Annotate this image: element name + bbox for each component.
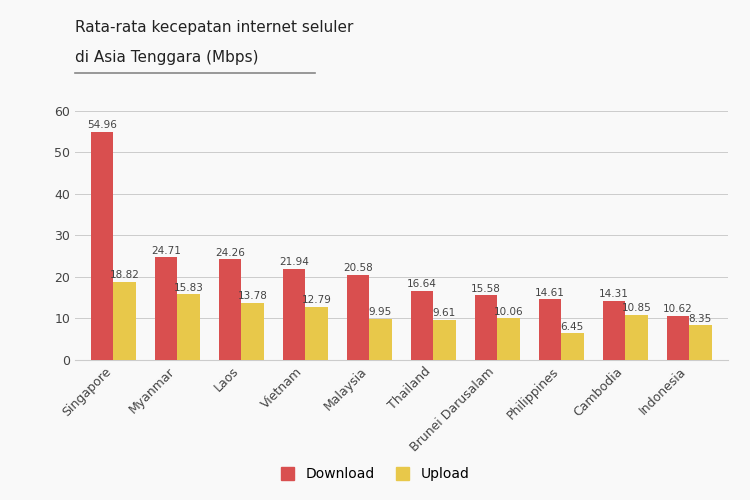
Text: 13.78: 13.78: [238, 291, 268, 301]
Text: 8.35: 8.35: [688, 314, 712, 324]
Text: 10.62: 10.62: [663, 304, 693, 314]
Text: di Asia Tenggara (Mbps): di Asia Tenggara (Mbps): [75, 50, 259, 65]
Bar: [538, 300, 561, 360]
Text: 14.61: 14.61: [535, 288, 565, 298]
Bar: [155, 258, 177, 360]
Text: 15.83: 15.83: [173, 282, 203, 292]
Bar: [305, 307, 328, 360]
Text: 6.45: 6.45: [561, 322, 584, 332]
Bar: [667, 316, 689, 360]
Bar: [411, 291, 434, 360]
Text: 16.64: 16.64: [407, 279, 437, 289]
Text: 21.94: 21.94: [279, 257, 309, 267]
Bar: [561, 333, 584, 360]
Bar: [603, 300, 625, 360]
Bar: [347, 274, 369, 360]
Legend: Download, Upload: Download, Upload: [274, 460, 476, 488]
Text: 10.06: 10.06: [494, 306, 524, 316]
Text: 9.61: 9.61: [433, 308, 456, 318]
Bar: [497, 318, 520, 360]
Bar: [177, 294, 200, 360]
Text: 54.96: 54.96: [87, 120, 117, 130]
Text: 18.82: 18.82: [110, 270, 140, 280]
Bar: [626, 315, 647, 360]
Text: 9.95: 9.95: [369, 307, 392, 317]
Text: 14.31: 14.31: [599, 289, 629, 299]
Bar: [283, 269, 305, 360]
Bar: [113, 282, 136, 360]
Text: 15.58: 15.58: [471, 284, 501, 294]
Bar: [242, 303, 264, 360]
Text: 24.71: 24.71: [152, 246, 181, 256]
Bar: [91, 132, 113, 360]
Bar: [369, 318, 392, 360]
Text: 24.26: 24.26: [215, 248, 245, 258]
Text: 20.58: 20.58: [344, 263, 373, 273]
Text: 10.85: 10.85: [622, 304, 651, 314]
Bar: [433, 320, 455, 360]
Bar: [219, 259, 242, 360]
Bar: [689, 326, 712, 360]
Bar: [475, 296, 497, 360]
Text: 12.79: 12.79: [302, 295, 332, 305]
Text: Rata-rata kecepatan internet seluler: Rata-rata kecepatan internet seluler: [75, 20, 353, 35]
